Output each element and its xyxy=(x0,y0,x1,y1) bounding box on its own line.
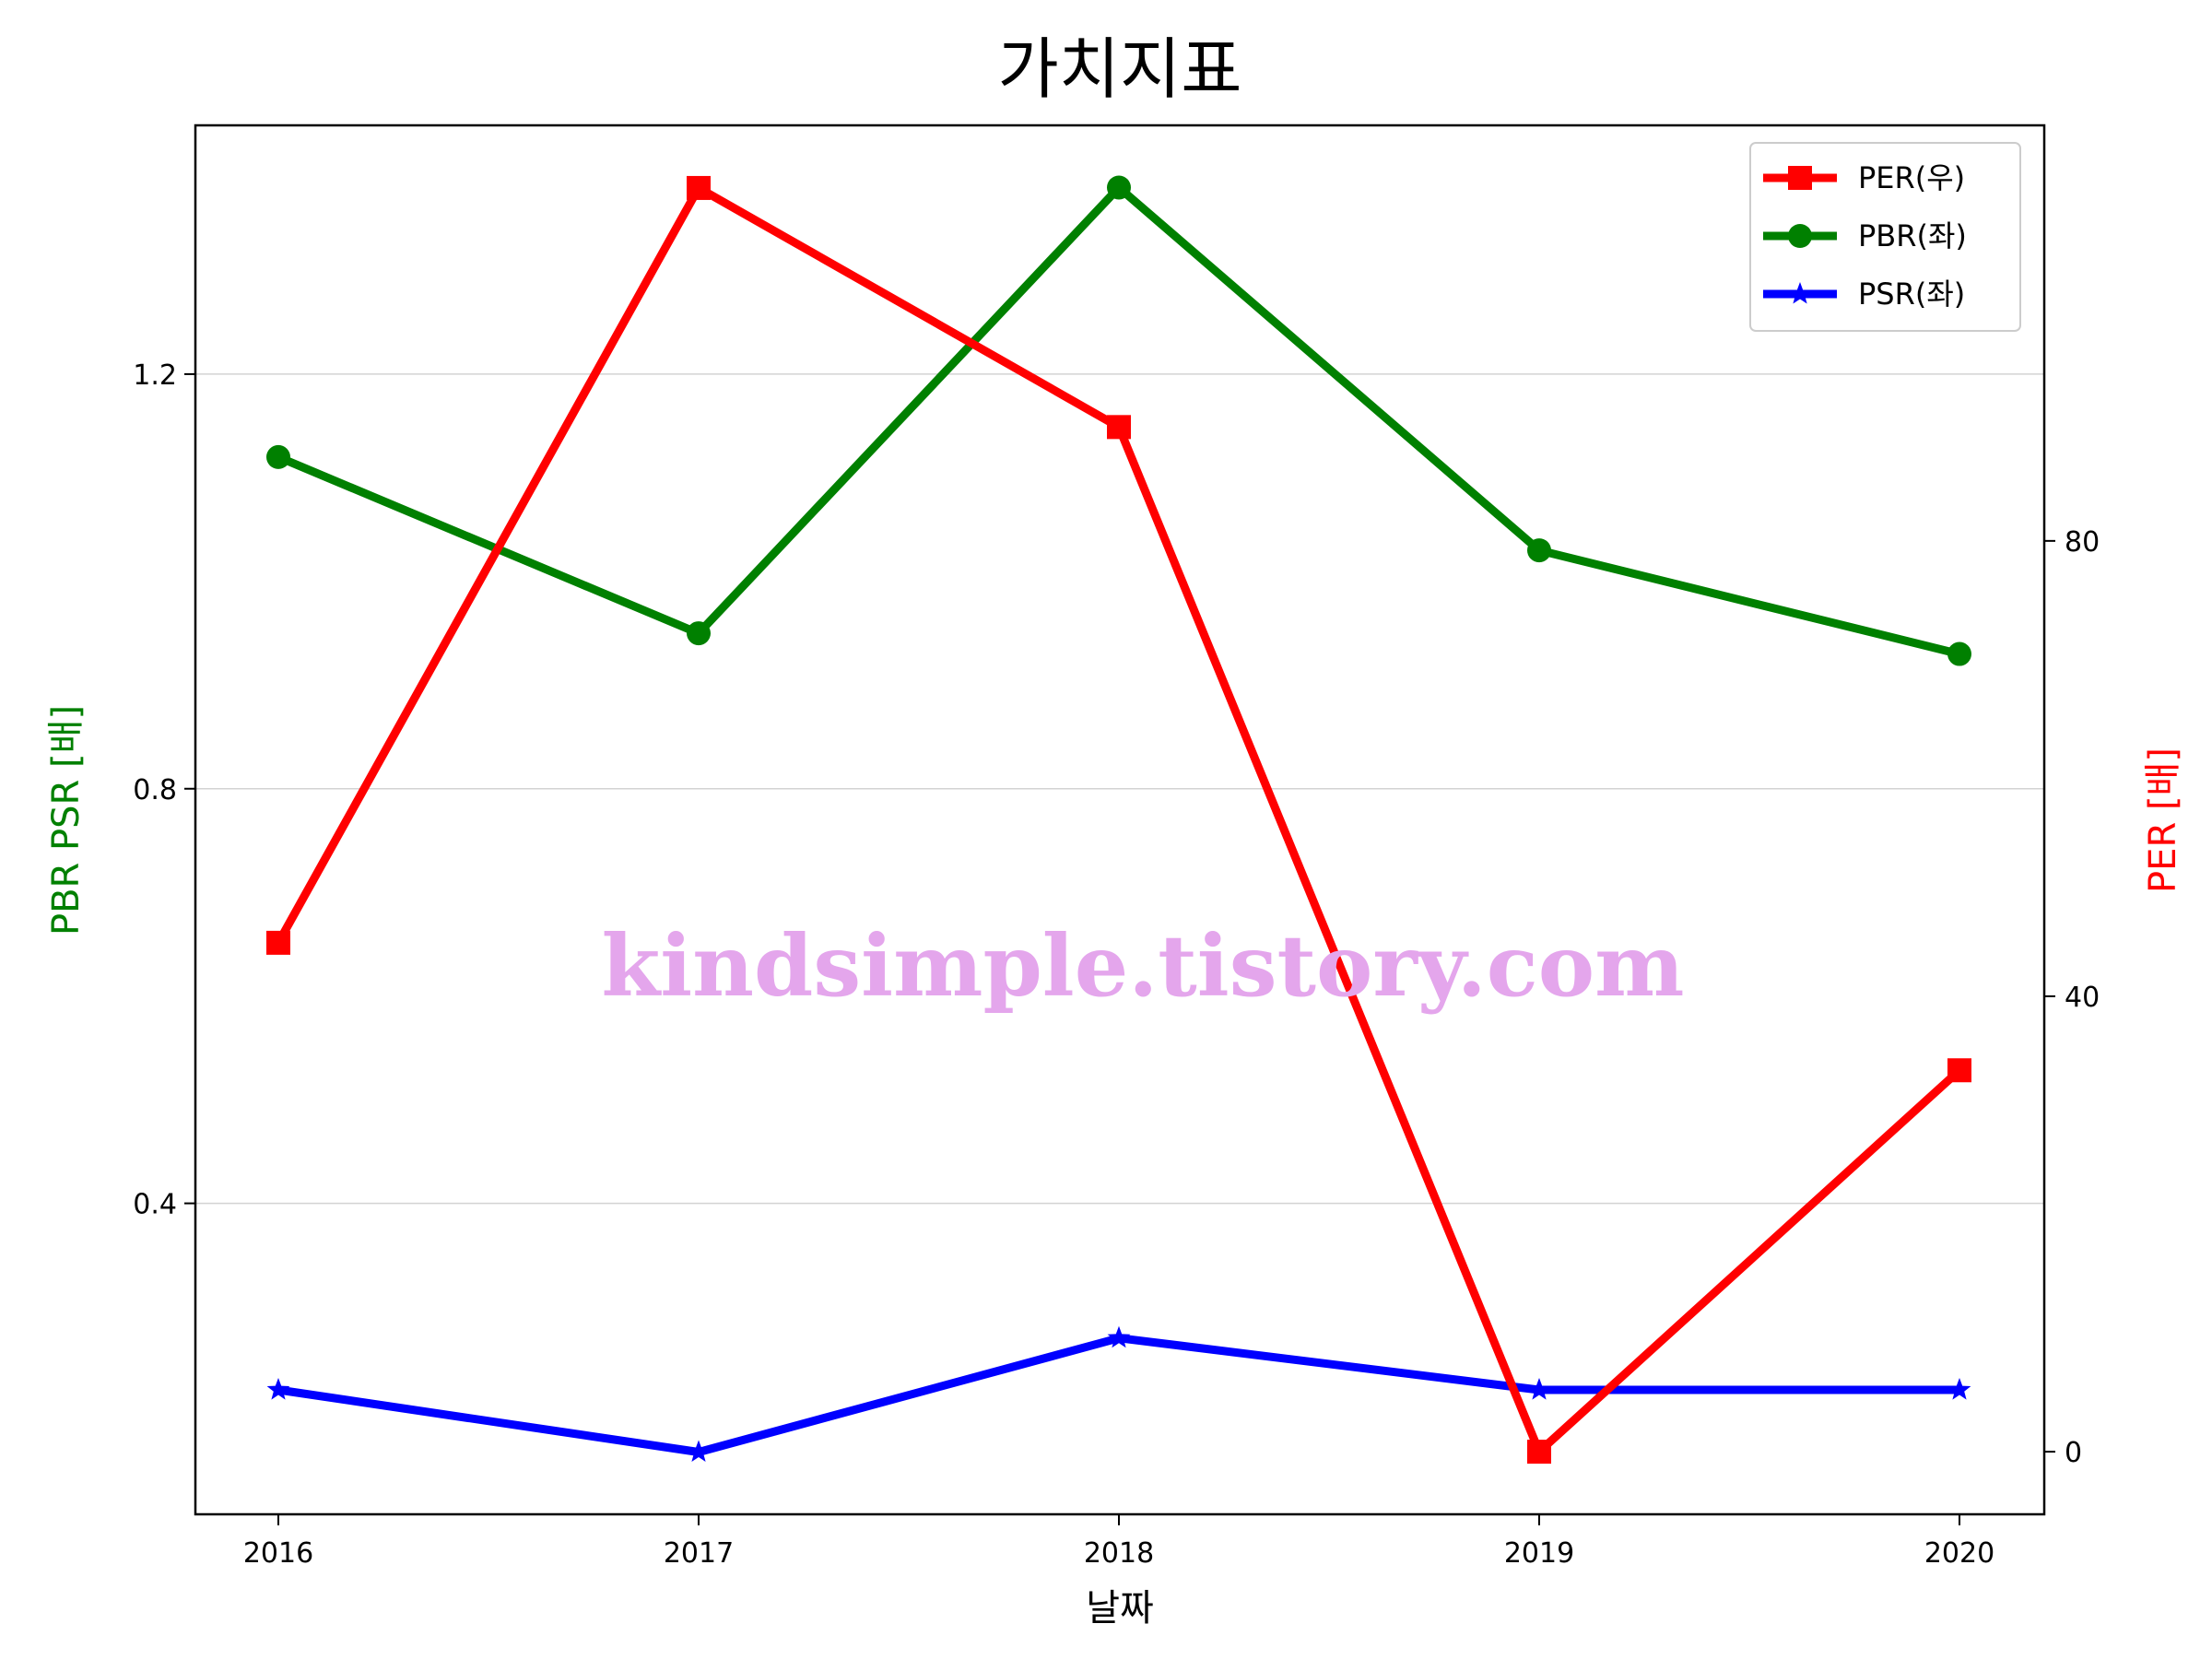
legend-item-psr: PSR(좌) xyxy=(1763,276,1965,312)
axes: 2016 2017 2018 2019 2020 0.4 0.8 1.2 0 40 80 xyxy=(133,359,2100,1570)
series-psr xyxy=(266,1325,1971,1462)
data-point-pbr xyxy=(266,444,290,469)
legend-item-per: PER(우) xyxy=(1763,160,1965,195)
watermark-text: kindsimple.tistory.com xyxy=(601,916,1684,1016)
legend-marker xyxy=(1788,224,1812,248)
chart-title: 가치지표 xyxy=(998,30,1242,108)
series-pbr xyxy=(266,175,1971,666)
data-point-per xyxy=(1527,1440,1551,1465)
gridlines xyxy=(195,373,2044,1205)
left-y-tick-label: 0.8 xyxy=(133,774,177,806)
data-point-psr xyxy=(266,1378,290,1400)
right-y-axis-label: PER [배] xyxy=(2142,747,2184,893)
x-tick-label: 2019 xyxy=(1504,1537,1574,1570)
data-point-pbr xyxy=(1107,175,1131,200)
data-point-per xyxy=(687,175,711,200)
right-y-tick-label: 80 xyxy=(2065,526,2100,559)
x-tick-label: 2018 xyxy=(1084,1537,1154,1570)
data-point-pbr xyxy=(1947,641,1971,666)
legend-label: PER(우) xyxy=(1858,160,1965,195)
series-line-per xyxy=(275,183,1963,1456)
plot-frame xyxy=(194,124,2046,1516)
data-point-pbr xyxy=(687,621,711,646)
series-layer xyxy=(266,175,1971,1465)
legend: PER(우) PBR(좌) PSR(좌) xyxy=(1749,142,2021,332)
x-axis-label: 날짜 xyxy=(1086,1587,1154,1630)
data-point-per xyxy=(1947,1058,1971,1083)
legend-item-pbr: PBR(좌) xyxy=(1763,218,1967,253)
data-point-psr xyxy=(687,1440,711,1462)
data-point-per xyxy=(1107,415,1131,440)
right-y-tick-label: 0 xyxy=(2065,1437,2082,1469)
x-tick-label: 2016 xyxy=(243,1537,313,1570)
x-tick-label: 2017 xyxy=(664,1537,734,1570)
legend-label: PSR(좌) xyxy=(1858,276,1965,312)
legend-marker xyxy=(1788,166,1812,190)
legend-marker xyxy=(1788,282,1812,304)
data-point-pbr xyxy=(1527,538,1551,563)
left-y-tick-label: 1.2 xyxy=(133,359,177,392)
data-point-per xyxy=(266,930,290,955)
legend-label: PBR(좌) xyxy=(1858,218,1967,253)
right-y-tick-label: 40 xyxy=(2065,982,2100,1014)
series-line-psr xyxy=(277,1334,1959,1456)
legend-box xyxy=(1749,142,2021,332)
data-point-psr xyxy=(1947,1378,1971,1400)
left-y-axis-label: PBR PSR [배] xyxy=(45,705,88,935)
data-point-psr xyxy=(1107,1325,1131,1348)
series-per xyxy=(266,175,1971,1465)
left-y-tick-label: 0.4 xyxy=(133,1189,177,1221)
data-point-psr xyxy=(1527,1378,1551,1400)
x-tick-label: 2020 xyxy=(1924,1537,1994,1570)
